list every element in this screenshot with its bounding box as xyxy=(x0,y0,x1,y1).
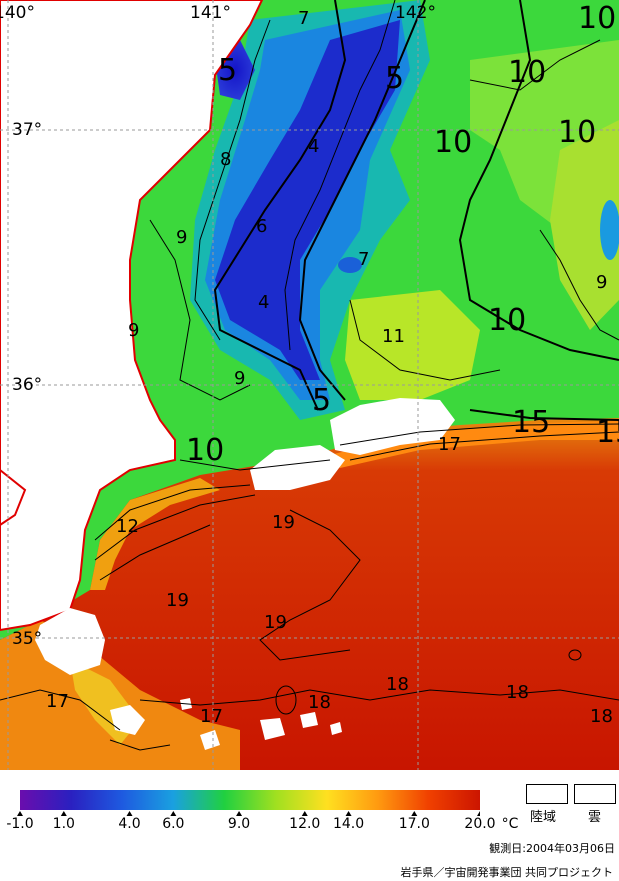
colorbar-tick-label: -1.0 xyxy=(6,816,34,832)
lon-label: 141° xyxy=(190,3,231,23)
lat-label: 35° xyxy=(12,629,42,649)
contour-label: 7 xyxy=(298,8,309,29)
contour-label: 10 xyxy=(508,55,546,90)
contour-label: 19 xyxy=(272,512,295,533)
cold-tongue xyxy=(215,20,400,380)
credit-line: 岩手県／宇宙開発事業団 共同プロジェクト xyxy=(400,866,614,879)
contour-label: 19 xyxy=(264,612,287,633)
contour-label: 10 xyxy=(186,433,224,468)
cloud-patch-west xyxy=(250,445,345,490)
yellow-green-patch-east xyxy=(550,120,619,330)
contour-label: 18 xyxy=(308,692,331,713)
lat-labels: 37° 36° 35° xyxy=(12,120,42,649)
contour-label: 5 xyxy=(218,53,237,88)
cold-eddy-east xyxy=(600,200,619,260)
colorbar-tick xyxy=(236,811,243,816)
colorbar-tick-label: 14.0 xyxy=(332,816,365,832)
colorbar-tick-label: 9.0 xyxy=(227,816,251,832)
colorbar-tick-label: 12.0 xyxy=(289,816,321,832)
contour-label: 18 xyxy=(506,682,529,703)
contour-label: 7 xyxy=(358,249,369,270)
contour-label: 19 xyxy=(166,590,189,611)
cloud-patch-center xyxy=(330,398,455,455)
contour-label: 17 xyxy=(438,434,461,455)
colorbar-tick-label: 17.0 xyxy=(398,816,430,832)
contour-label: 15 xyxy=(512,405,550,440)
land-key-label: 陸域 xyxy=(530,810,557,825)
contour-label: 17 xyxy=(46,691,69,712)
contour-label: 18 xyxy=(590,706,613,727)
colorbar-tick xyxy=(170,811,177,816)
colorbar-unit: °C xyxy=(501,816,519,832)
contour-label: 17 xyxy=(200,706,223,727)
sea-surface-temperature-map: 140° 141° 142° 37° 36° 35° 7 5 5 10 10 10 10 8 4… xyxy=(0,0,619,770)
colorbar-fill xyxy=(20,790,480,810)
contour-label: 18 xyxy=(386,674,409,695)
orange-front-east xyxy=(330,421,619,468)
contour-label: 10 xyxy=(434,125,472,160)
contour-label: 5 xyxy=(385,61,404,96)
colorbar-tick xyxy=(17,811,23,816)
lon-label: 142° xyxy=(395,3,436,23)
contour-label: 10 xyxy=(558,115,596,150)
land-key-swatch xyxy=(526,784,568,804)
lon-labels: 140° 141° 142° xyxy=(0,3,436,23)
contour-label: 11 xyxy=(382,326,405,347)
contour-label: 9 xyxy=(596,272,607,293)
cloud-key-label: 雲 xyxy=(588,810,602,825)
graticule xyxy=(0,0,619,770)
colorbar-tick xyxy=(477,811,480,816)
orange-front xyxy=(90,478,220,590)
cold-eddy-small xyxy=(338,257,362,273)
contour-label: 9 xyxy=(234,368,245,389)
colorbar-tick-label: 1.0 xyxy=(52,816,75,832)
colorbar-tick-label: 20.0 xyxy=(464,816,496,832)
land-notch xyxy=(0,468,27,527)
colorbar-tick xyxy=(126,811,133,816)
colorbar-tick xyxy=(411,811,418,816)
colorbar-tick-label: 4.0 xyxy=(118,816,141,832)
cloud-key-swatch xyxy=(574,784,616,804)
contour-label: 10 xyxy=(488,303,526,338)
lat-label: 36° xyxy=(12,375,42,395)
contour-labels: 7 5 5 10 10 10 10 8 4 6 9 7 4 9 11 10 9 9 5 10 15 15 17 12 19 19 1… xyxy=(46,1,619,727)
contour-label: 9 xyxy=(176,227,187,248)
yellow-green-patch xyxy=(345,290,480,400)
contour-label: 10 xyxy=(578,1,616,36)
contour-label: 4 xyxy=(258,292,269,313)
contour-label: 6 xyxy=(256,216,267,237)
cloud-patch-south xyxy=(35,608,105,675)
observation-date: 観測日:2004年03月06日 xyxy=(489,842,615,855)
colorbar-tick-label: 6.0 xyxy=(162,816,185,832)
colorbar-ticks xyxy=(17,811,480,816)
contour-label: 12 xyxy=(116,516,139,537)
colorbar-tick xyxy=(301,811,308,816)
contour-label: 4 xyxy=(308,136,319,157)
colorbar-tick xyxy=(60,811,67,816)
colorbar-tick xyxy=(345,811,352,816)
colorbar xyxy=(17,790,480,816)
lat-label: 37° xyxy=(12,120,42,140)
isotherm-lines xyxy=(0,0,619,751)
lon-label: 140° xyxy=(0,3,35,23)
contour-label: 9 xyxy=(128,320,139,341)
contour-label: 15 xyxy=(596,415,619,450)
contour-label: 8 xyxy=(220,149,231,170)
legend: -1.0 1.0 4.0 6.0 9.0 12.0 14.0 17.0 20.0 °C 陸域 雲… xyxy=(0,770,619,881)
contour-label: 5 xyxy=(312,383,331,418)
